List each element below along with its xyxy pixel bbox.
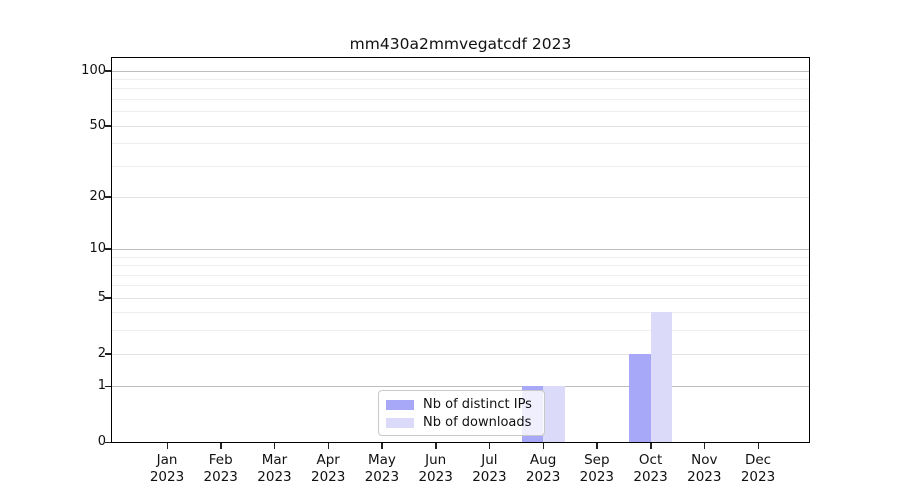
y-tick-mark — [105, 441, 111, 443]
x-tick-month: Oct — [638, 452, 663, 468]
minor-gridline — [112, 143, 809, 145]
x-tick-year: 2023 — [311, 469, 346, 485]
legend-swatch-downloads — [386, 417, 414, 428]
x-tick-label: Feb 2023 — [193, 452, 249, 486]
x-tick-month: Nov — [691, 452, 718, 468]
x-tick-mark — [650, 443, 652, 449]
legend-label-downloads: Nb of downloads — [423, 415, 532, 430]
y-tick-label: 5 — [97, 289, 106, 305]
plot-area — [111, 57, 810, 443]
x-tick-mark — [596, 443, 598, 449]
x-tick-mark — [757, 443, 760, 449]
x-tick-label: Sep 2023 — [569, 452, 625, 486]
minor-gridline — [112, 330, 809, 332]
minor-gridline — [112, 265, 809, 267]
x-tick-label: Jan 2023 — [139, 452, 195, 486]
x-tick-mark — [273, 443, 276, 449]
x-tick-label: Dec 2023 — [730, 452, 786, 486]
x-tick-month: Dec — [744, 452, 772, 468]
chart-title: mm430a2mmvegatcdf 2023 — [349, 35, 572, 53]
x-tick-year: 2023 — [149, 469, 185, 485]
x-tick-year: 2023 — [257, 469, 292, 485]
y-tick-label: 20 — [89, 188, 106, 204]
bar-distinct-ips — [629, 353, 651, 442]
x-tick-year: 2023 — [203, 469, 238, 485]
y-tick-label: 100 — [81, 62, 106, 78]
x-tick-month: May — [367, 452, 396, 468]
major-gridline — [112, 386, 809, 388]
minor-gridline — [112, 98, 809, 100]
x-tick-label: Apr 2023 — [300, 452, 356, 486]
x-tick-label: Oct 2023 — [623, 452, 679, 486]
minor-gridline — [112, 312, 809, 314]
x-tick-month: Feb — [208, 452, 233, 468]
x-tick-mark — [166, 443, 168, 449]
x-tick-year: 2023 — [687, 469, 722, 485]
y-tick-label: 0 — [97, 434, 106, 449]
labeled-gridline — [112, 353, 809, 355]
x-tick-year: 2023 — [525, 469, 561, 485]
x-tick-mark — [542, 443, 545, 449]
x-tick-year: 2023 — [579, 469, 614, 485]
legend: Nb of distinct IPs Nb of downloads — [378, 390, 545, 436]
minor-gridline — [112, 274, 809, 276]
x-tick-mark — [220, 443, 222, 449]
x-tick-label: Jul 2023 — [461, 452, 517, 486]
x-tick-mark — [381, 443, 383, 449]
bar-downloads — [543, 386, 565, 442]
x-tick-month: Jun — [425, 452, 447, 468]
labeled-gridline — [112, 297, 809, 299]
y-tick-label: 50 — [89, 117, 106, 133]
y-tick-label: 1 — [97, 378, 106, 394]
labeled-gridline — [112, 125, 809, 127]
x-tick-month: Sep — [584, 452, 610, 468]
x-tick-month: Jan — [156, 452, 178, 468]
x-tick-year: 2023 — [633, 469, 668, 485]
minor-gridline — [112, 165, 809, 167]
x-tick-mark — [327, 443, 330, 449]
x-tick-label: Mar 2023 — [246, 452, 302, 486]
x-tick-mark — [435, 443, 437, 449]
bar-downloads — [650, 312, 673, 442]
y-tick-mark — [105, 125, 111, 127]
y-tick-label: 10 — [89, 240, 106, 256]
y-tick-mark — [105, 297, 111, 299]
x-tick-label: Nov 2023 — [676, 452, 732, 486]
legend-label-distinct-ips: Nb of distinct IPs — [423, 397, 532, 412]
x-tick-label: Aug 2023 — [515, 452, 571, 486]
x-tick-mark — [703, 443, 706, 449]
x-tick-label: May 2023 — [354, 452, 410, 486]
x-tick-year: 2023 — [364, 469, 400, 485]
minor-gridline — [112, 88, 809, 90]
legend-item-downloads: Nb of downloads — [386, 414, 537, 431]
y-tick-mark — [105, 385, 111, 388]
major-gridline — [112, 248, 809, 250]
minor-gridline — [112, 78, 809, 80]
minor-gridline — [112, 285, 809, 287]
y-tick-mark — [105, 196, 111, 198]
y-tick-label: 2 — [97, 345, 106, 361]
x-tick-month: Apr — [316, 452, 340, 468]
x-tick-month: Mar — [261, 452, 288, 468]
legend-swatch-distinct-ips — [386, 399, 414, 410]
x-tick-month: Jul — [481, 452, 498, 468]
x-tick-year: 2023 — [740, 469, 776, 485]
legend-item-distinct-ips: Nb of distinct IPs — [386, 396, 537, 413]
y-tick-mark — [105, 70, 111, 72]
x-tick-year: 2023 — [472, 469, 507, 485]
x-tick-label: Jun 2023 — [408, 452, 464, 486]
minor-gridline — [112, 256, 809, 258]
major-gridline — [112, 70, 809, 72]
x-tick-mark — [488, 443, 491, 449]
y-tick-mark — [105, 353, 111, 355]
minor-gridline — [112, 111, 809, 113]
labeled-gridline — [112, 196, 809, 198]
x-tick-year: 2023 — [418, 469, 453, 485]
y-tick-mark — [105, 248, 111, 250]
x-tick-month: Aug — [529, 452, 557, 468]
